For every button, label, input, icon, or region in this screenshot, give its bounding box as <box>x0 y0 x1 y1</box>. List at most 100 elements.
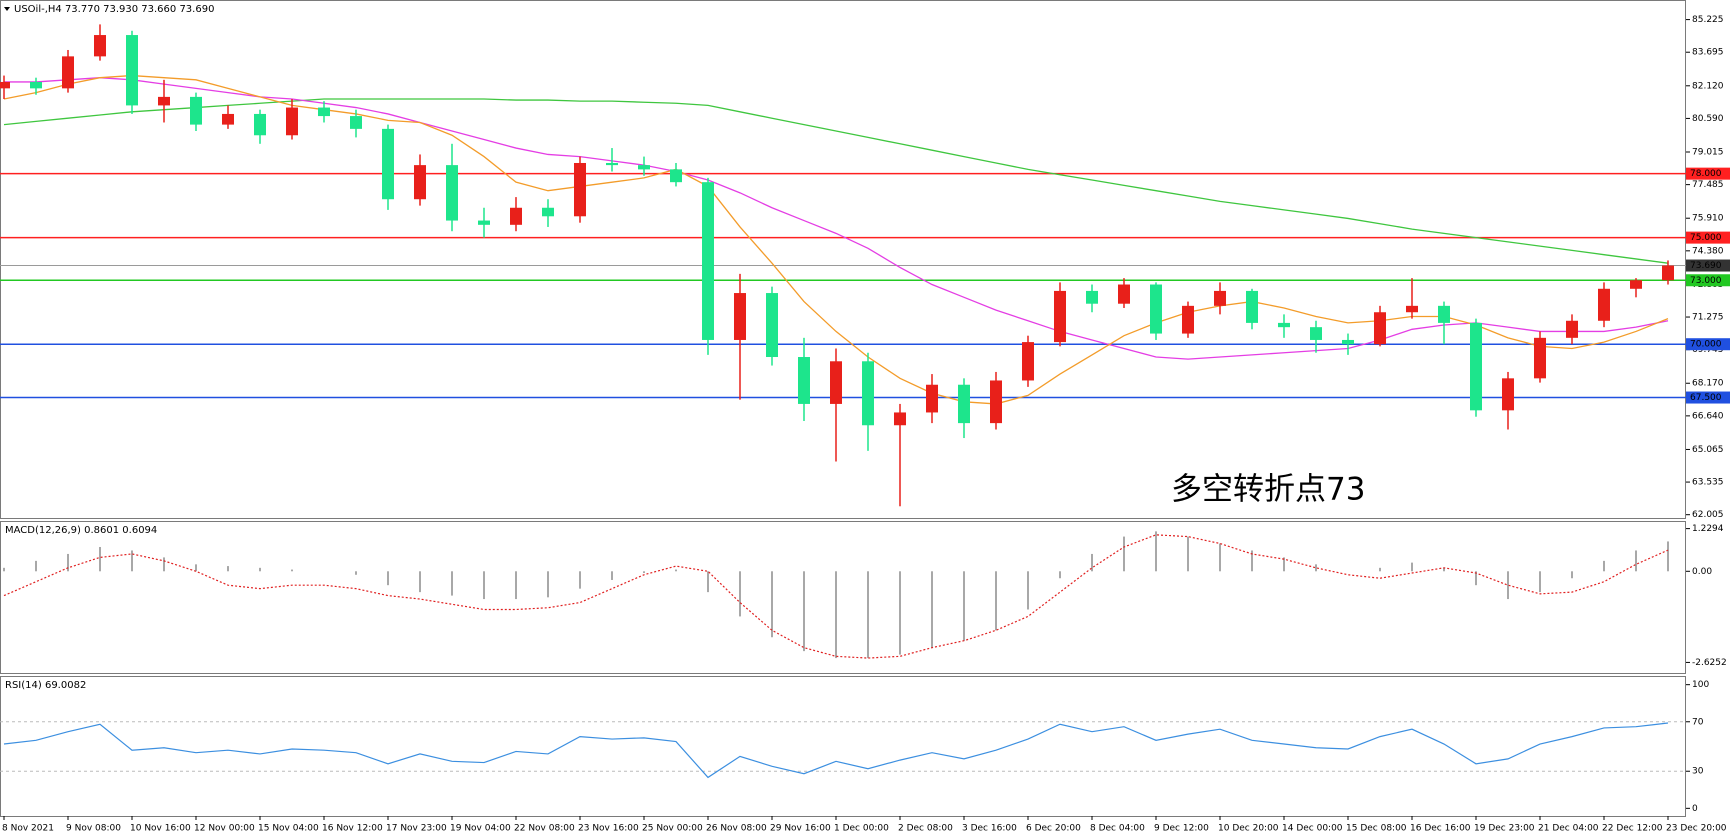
macd-bar <box>163 557 165 572</box>
macd-bar <box>739 571 741 617</box>
candle-body <box>1534 337 1546 379</box>
level-label: 70.000 <box>1690 340 1722 350</box>
macd-bar <box>1571 571 1573 579</box>
y-tick-label: 62.005 <box>1692 510 1724 520</box>
macd-bar <box>899 571 901 655</box>
x-tick-label: 8 Nov 2021 <box>2 824 54 834</box>
y-tick-label: 75.910 <box>1692 214 1724 224</box>
macd-bar <box>483 571 485 600</box>
candle-body <box>606 162 618 166</box>
level-label: 78.000 <box>1690 169 1722 179</box>
macd-bar <box>195 564 197 572</box>
candle-body <box>62 56 74 89</box>
candle-body <box>1630 280 1642 289</box>
y-tick-label: 71.275 <box>1692 313 1724 323</box>
rsi-title: RSI(14) 69.0082 <box>5 680 86 691</box>
x-tick-label: 29 Nov 16:00 <box>770 824 831 834</box>
candle-body <box>318 107 330 117</box>
candle-body <box>286 107 298 136</box>
macd-bar <box>131 550 133 572</box>
macd-bar <box>515 571 517 600</box>
candle-body <box>1214 290 1226 306</box>
macd-bar <box>1123 536 1125 572</box>
y-tick-label: 79.015 <box>1692 148 1724 158</box>
moving-average <box>3 98 1669 264</box>
candle-body <box>414 165 426 200</box>
y-tick-label: 63.535 <box>1692 478 1724 488</box>
level-tag <box>1686 391 1730 404</box>
candle-body <box>0 81 10 89</box>
price-label: 73.690 <box>1690 261 1722 271</box>
x-tick-label: 9 Nov 08:00 <box>66 824 121 834</box>
candle-body <box>1566 320 1578 338</box>
macd-bar <box>3 567 5 572</box>
x-tick-label: 2 Dec 08:00 <box>898 824 953 834</box>
macd-bar <box>675 569 677 572</box>
macd-bar <box>451 571 453 596</box>
level-label: 75.000 <box>1690 233 1722 243</box>
candle-body <box>222 113 234 125</box>
macd-bar <box>1187 536 1189 572</box>
candle-body <box>894 412 906 426</box>
candle-body <box>1406 305 1418 313</box>
candle-body <box>382 128 394 200</box>
level-label: 67.500 <box>1690 393 1722 403</box>
macd-bar <box>291 569 293 572</box>
macd-bar <box>1379 567 1381 572</box>
y-tick-label: 68.170 <box>1692 379 1724 389</box>
macd-bar <box>1635 550 1637 572</box>
candle-body <box>638 165 650 170</box>
x-tick-label: 17 Nov 23:00 <box>386 824 447 834</box>
x-tick-label: 16 Nov 12:00 <box>322 824 383 834</box>
y-tick-label: 80.590 <box>1692 114 1724 124</box>
macd-bar <box>867 571 869 659</box>
symbol-menu-icon[interactable] <box>4 7 10 11</box>
macd-bar <box>1667 541 1669 572</box>
y-tick-label: 83.695 <box>1692 48 1724 58</box>
x-tick-label: 6 Dec 20:00 <box>1026 824 1081 834</box>
x-tick-label: 8 Dec 04:00 <box>1090 824 1145 834</box>
x-tick-label: 23 Dec 20:00 <box>1666 824 1727 834</box>
candle-body <box>926 384 938 413</box>
x-tick-label: 23 Nov 16:00 <box>578 824 639 834</box>
macd-bar <box>995 571 997 631</box>
level-tag <box>1686 167 1730 180</box>
macd-bar <box>547 571 549 598</box>
main-panel <box>0 0 1686 519</box>
macd-bar <box>1155 531 1157 572</box>
macd-bar <box>99 546 101 572</box>
macd-panel <box>0 521 1686 674</box>
macd-bar <box>419 571 421 593</box>
level-tag <box>1686 338 1730 351</box>
candle-body <box>126 35 138 106</box>
candle-body <box>1598 288 1610 321</box>
macd-bar <box>803 571 805 652</box>
candle-body <box>1374 312 1386 345</box>
candle-body <box>1438 305 1450 323</box>
macd-bar <box>611 571 613 580</box>
macd-bar <box>707 571 709 593</box>
y-tick-label: 30 <box>1692 767 1704 777</box>
x-tick-label: 19 Dec 23:00 <box>1474 824 1535 834</box>
x-tick-label: 26 Nov 08:00 <box>706 824 767 834</box>
candle-body <box>574 162 586 217</box>
macd-bar <box>1059 571 1061 579</box>
candle-body <box>1310 327 1322 340</box>
macd-bar <box>259 567 261 572</box>
y-tick-label: 1.2294 <box>1692 524 1724 534</box>
moving-average <box>4 77 1669 360</box>
candle-body <box>1022 342 1034 381</box>
candle-body <box>350 116 362 129</box>
x-tick-label: 10 Nov 16:00 <box>130 824 191 834</box>
candle-body <box>1246 290 1258 323</box>
candle-body <box>1182 305 1194 334</box>
candle-body <box>862 361 874 426</box>
macd-bar <box>643 571 645 574</box>
candle-body <box>510 207 522 225</box>
candle-body <box>1086 290 1098 304</box>
y-tick-label: -2.6252 <box>1692 658 1727 668</box>
candle-body <box>254 113 266 136</box>
y-tick-label: 66.640 <box>1692 411 1724 421</box>
macd-bar <box>1091 553 1093 572</box>
